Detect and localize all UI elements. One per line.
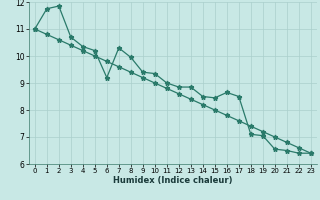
X-axis label: Humidex (Indice chaleur): Humidex (Indice chaleur) bbox=[113, 176, 233, 185]
